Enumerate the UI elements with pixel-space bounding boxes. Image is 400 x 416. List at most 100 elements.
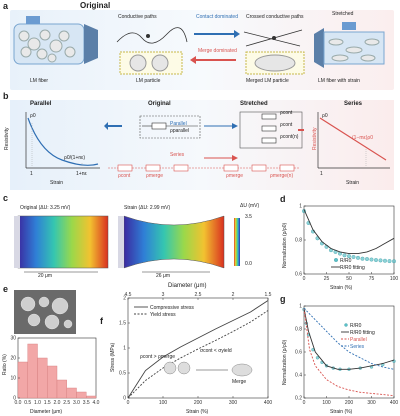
scale-right: 26 μm (156, 273, 170, 279)
chart-g-parallel-line (303, 308, 395, 397)
chart-e-bar-5 (66, 387, 77, 399)
chart-f-xtick-label-1: 100 (159, 400, 168, 406)
chart-d-ylabel: Normalization (ρ/ρ0) (282, 222, 288, 268)
series-ylabel: Resistivity (312, 127, 318, 150)
chart-f-ytick-label-1: 0.5 (119, 371, 126, 377)
panel-b-background (10, 100, 394, 190)
colorbar-tick-min: 0.0 (245, 261, 252, 267)
scale-left: 20 μm (38, 273, 52, 279)
merge-dominated-label: Merge dominated (198, 48, 237, 54)
chart-d-ytick-label-0: 0.6 (295, 272, 302, 278)
chart-f-ytick-label-2: 1 (123, 346, 126, 352)
contact-dominated-label: Contact dominated (196, 14, 238, 20)
chart-f-toptick-label-1: 3 (162, 292, 165, 298)
chart-e-histogram: 0.0 0.5 1.0 1.5 2.0 2.5 3.0 3.5 4.0 0 10 20 30 (10, 336, 100, 407)
chart-f-ytick-label-3: 1.5 (119, 321, 126, 327)
chart-g-legend-swatch-0 (344, 323, 348, 327)
chart-f-ytick-label-4: 2 (123, 296, 126, 302)
chart-e-xlabel: Diameter (μm) (30, 409, 63, 415)
merged-particle-drawing (243, 29, 305, 75)
chart-d-normalization: 0 25 50 75 100 0.6 0.8 1 (295, 204, 399, 283)
chart-d-xtick-label-0: 0 (303, 276, 306, 282)
r-merge-n: ρmerge(n) (270, 173, 294, 179)
chart-d-point-15 (369, 257, 374, 262)
parallel-ylabel: Resistivity (4, 127, 10, 150)
chart-d-ytick-label-2: 1 (299, 204, 302, 210)
series-p0: ρ0 (322, 113, 328, 119)
parallel-plot (25, 112, 100, 169)
colorbar-label: ΔU (mV) (240, 203, 260, 209)
series-x1: 1 (320, 171, 323, 177)
chart-e-xtick-label-0: 0.0 (15, 400, 22, 406)
r-merge: ρmerge (146, 173, 164, 179)
panel-a-original-title: Original (80, 1, 111, 10)
panel-b-label: b (3, 91, 9, 101)
lm-fiber-label: LM fiber (30, 78, 49, 84)
chart-e-xtick-label-6: 3.0 (73, 400, 80, 406)
chart-f-toptick-label-0: 4.5 (125, 292, 132, 298)
merged-particle-label: Merged LM particle (246, 78, 289, 84)
panel-d-label: d (280, 194, 286, 204)
chart-g-frame (303, 305, 395, 399)
r-merge2: ρmerge (226, 173, 244, 179)
chart-f-xtick-label-4: 400 (264, 400, 273, 406)
chart-e-xtick-label-4: 2.0 (54, 400, 61, 406)
chart-g-ytick-label-2: 0.6 (295, 350, 302, 356)
chart-d-xtick-label-4: 100 (390, 276, 399, 282)
chart-d-point-9 (342, 253, 347, 258)
series-plot (317, 112, 390, 169)
chart-g-models: 0 100 200 300 400 0.2 0.4 0.6 0.8 1 (295, 304, 399, 407)
chart-d-point-14 (365, 257, 369, 261)
chart-f-ytick-label-0: 0 (123, 396, 126, 402)
chart-d-point-17 (378, 258, 383, 263)
parallel-xlabel: Strain (50, 180, 64, 186)
chart-g-xtick-label-3: 300 (367, 400, 376, 406)
r-cont2: ρcont (280, 122, 293, 128)
chart-d-xtick-label-3: 75 (369, 276, 375, 282)
chart-d-point-10 (347, 254, 351, 259)
chart-g-xtick-label-4: 400 (390, 400, 399, 406)
chart-f-xtick-label-0: 0 (127, 400, 130, 406)
chart-e-xtick-label-3: 1.5 (44, 400, 51, 406)
conductive-paths-label: Conductive paths (118, 14, 157, 20)
chart-f-series-yield (127, 310, 269, 399)
chart-f-frame (127, 297, 269, 399)
chart-f-toptick-label-2: 2.5 (195, 292, 202, 298)
chart-g-ytick-label-1: 0.4 (295, 373, 302, 379)
chart-g-xtick-label-2: 200 (345, 400, 354, 406)
r-contn: ρcont(n) (280, 134, 299, 140)
chart-g-fit-line (303, 308, 395, 370)
r-parallel: ρparallel (170, 128, 189, 134)
chart-d-point-11 (351, 255, 356, 259)
colorbar-tick-max: 3.5 (245, 214, 252, 220)
chart-e-xtick-label-8: 4.0 (93, 400, 100, 406)
chart-g-xlabel: Strain (%) (330, 409, 353, 415)
chart-d-xtick-label-2: 50 (346, 276, 352, 282)
panel-c-original-title: Original (ΔU: 3.25 mV) (20, 205, 71, 211)
parallel-x1ne: 1+nε (76, 171, 87, 177)
sem-image (14, 290, 76, 334)
chart-g-series-line (303, 307, 395, 370)
chart-f-xlabel: Strain (%) (186, 409, 209, 415)
chart-f-inset-2: σcont < σyield (200, 348, 232, 354)
parallel-p0: ρ0 (30, 113, 36, 119)
circuit-diagram (104, 111, 304, 172)
series-title: Series (344, 101, 363, 107)
chart-f-legend-compressive: Compressive stress (150, 305, 194, 311)
panel-e-label: e (3, 284, 9, 294)
chart-g-legend-0: R/R0 (350, 323, 362, 329)
chart-g-xtick-label-1: 100 (322, 400, 331, 406)
potential-maps (14, 215, 240, 273)
chart-d-point-13 (360, 256, 365, 261)
chart-f-top-axis-label: Diameter (μm) (168, 283, 207, 289)
chart-g-point-4 (315, 356, 320, 360)
chart-f-toptick-label-4: 1.5 (265, 292, 272, 298)
chart-d-xtick-label-1: 25 (324, 276, 330, 282)
chart-f-toptick-label-3: 2 (232, 292, 235, 298)
chart-e-ytick-label-3: 30 (10, 336, 16, 342)
chart-g-ytick-label-3: 0.8 (295, 327, 302, 333)
chart-f-inset-particle-1 (163, 361, 177, 375)
chart-e-ytick-label-0: 0 (13, 396, 16, 402)
chart-d-point-20 (392, 259, 396, 264)
